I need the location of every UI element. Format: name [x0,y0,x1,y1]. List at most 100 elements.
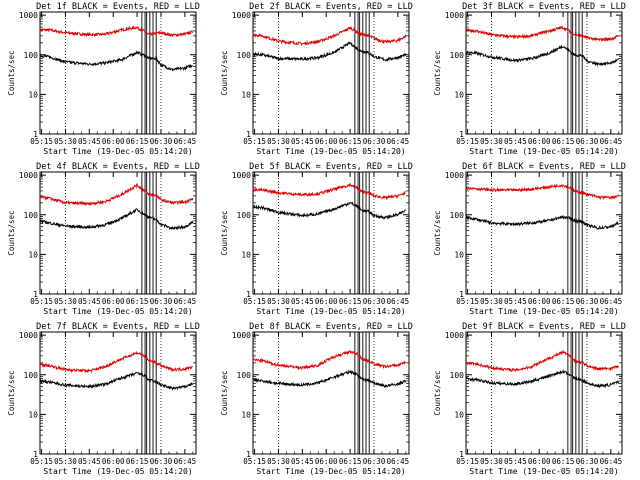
x-tick-label: 06:45 [600,297,623,306]
chart-panel-9: Det 9f BLACK = Events, RED = LLD 1 10 100 10… [433,322,626,476]
x-tick-label: 05:30 [480,137,503,146]
y-axis-label: Counts/sec [7,370,16,415]
x-tick-label: 05:30 [480,297,503,306]
state-interval-box [572,331,577,455]
state-interval-box [141,11,146,135]
chart-panel-1: Det 1f BLACK = Events, RED = LLD 1 10 100 10… [7,2,200,156]
state-interval-box [365,331,370,455]
x-axis-label: Start Time (19-Dec-05 05:14:20) [256,307,405,316]
events-series-line [252,368,407,389]
x-tick-label: 06:45 [387,297,410,306]
x-tick-label: 05:45 [504,137,527,146]
y-tick-label: 1 [246,450,251,459]
state-interval-box [567,11,572,135]
chart-title: Det 8f BLACK = Events, RED = LLD [249,322,413,332]
plot-frame [465,171,623,295]
x-tick-label: 06:15 [552,297,575,306]
x-axis-label: Start Time (19-Dec-05 05:14:20) [43,147,192,156]
x-tick-label: 05:45 [291,297,314,306]
y-tick-label: 100 [24,211,39,220]
x-tick-label: 06:45 [600,137,623,146]
x-tick-label: 06:45 [387,137,410,146]
events-series-line [252,41,407,62]
x-tick-label: 06:30 [363,297,386,306]
chart-panel-6: Det 6f BLACK = Events, RED = LLD 1 10 100 10… [433,162,626,316]
state-interval-box [365,171,370,295]
plot-frame [465,11,623,135]
y-tick-label: 1000 [19,11,38,20]
y-tick-label: 10 [28,250,38,259]
y-tick-label: 100 [450,211,465,220]
x-tick-label: 06:45 [174,297,197,306]
plot-frame [39,331,197,455]
x-tick-label: 06:00 [315,457,338,466]
x-axis-label: Start Time (19-Dec-05 05:14:20) [469,307,618,316]
x-tick-label: 06:30 [576,297,599,306]
x-axis-label: Start Time (19-Dec-05 05:14:20) [256,467,405,476]
state-interval-box [359,331,364,455]
x-axis-label: Start Time (19-Dec-05 05:14:20) [469,147,618,156]
lld-series-line [465,183,620,201]
x-tick-label: 06:30 [150,297,173,306]
state-interval-box [578,11,583,135]
x-tick-label: 06:15 [126,457,149,466]
y-tick-label: 1000 [445,11,464,20]
x-tick-label: 05:45 [291,137,314,146]
plot-frame [39,171,197,295]
x-tick-label: 05:15 [30,297,53,306]
y-tick-label: 1000 [232,331,251,340]
x-tick-label: 06:15 [339,137,362,146]
y-axis-label: Counts/sec [220,50,229,95]
chart-panel-2: Det 2f BLACK = Events, RED = LLD 1 10 100 10… [220,2,413,156]
state-interval-box [567,331,572,455]
state-interval-box [152,331,157,455]
x-axis-label: Start Time (19-Dec-05 05:14:20) [43,467,192,476]
state-interval-box [152,11,157,135]
chart-panel-8: Det 8f BLACK = Events, RED = LLD 1 10 100 10… [220,322,413,476]
y-tick-label: 1000 [445,171,464,180]
y-axis-label: Counts/sec [7,210,16,255]
y-tick-label: 10 [28,410,38,419]
y-tick-label: 100 [237,51,252,60]
state-interval-box [141,171,146,295]
lld-series-line [465,349,620,373]
x-tick-label: 06:15 [339,297,362,306]
y-tick-label: 100 [24,371,39,380]
y-axis-label: Counts/sec [433,210,442,255]
x-tick-label: 05:30 [480,457,503,466]
state-interval-box [572,11,577,135]
lld-series-line [465,25,620,42]
x-tick-label: 06:30 [576,137,599,146]
x-tick-label: 05:15 [456,297,479,306]
events-series-line [39,371,193,391]
chart-panel-3: Det 3f BLACK = Events, RED = LLD 1 10 100 10… [433,2,626,156]
y-tick-label: 10 [241,250,251,259]
state-interval-box [359,11,364,135]
plot-frame [465,331,623,455]
x-tick-label: 05:15 [243,137,266,146]
state-interval-box [146,171,151,295]
x-tick-label: 06:15 [339,457,362,466]
x-tick-label: 06:45 [600,457,623,466]
chart-panel-7: Det 7f BLACK = Events, RED = LLD 1 10 100 10… [7,322,200,476]
x-tick-label: 06:30 [150,137,173,146]
chart-title: Det 7f BLACK = Events, RED = LLD [36,322,200,332]
chart-title: Det 6f BLACK = Events, RED = LLD [462,162,626,172]
x-tick-label: 05:45 [504,457,527,466]
y-tick-label: 100 [237,211,252,220]
lld-series-line [39,25,193,38]
x-tick-label: 05:15 [243,457,266,466]
y-tick-label: 1000 [19,171,38,180]
plot-frame [39,11,197,135]
state-interval-box [141,331,146,455]
y-tick-label: 1 [33,130,38,139]
state-interval-box [365,11,370,135]
y-tick-label: 10 [28,90,38,99]
lld-series-line [252,26,407,47]
x-tick-label: 06:00 [102,457,125,466]
x-axis-label: Start Time (19-Dec-05 05:14:20) [256,147,405,156]
state-interval-box [354,11,359,135]
y-tick-label: 1 [246,130,251,139]
state-interval-box [578,171,583,295]
